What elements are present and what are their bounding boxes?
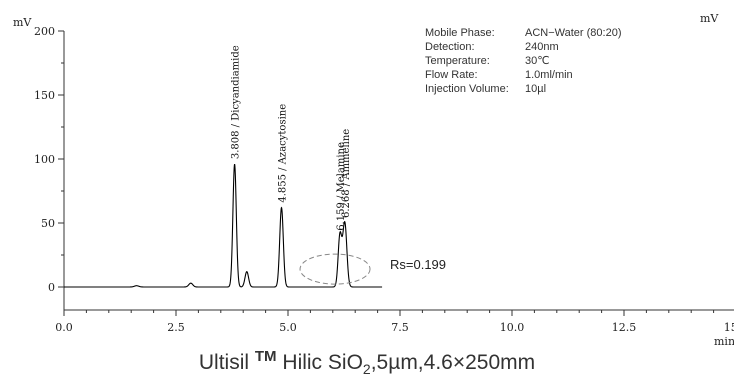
- x-tick-label: 15.0: [724, 321, 734, 334]
- condition-label: Flow Rate:: [425, 69, 478, 81]
- x-tick-label: 12.5: [612, 321, 637, 334]
- resolution-text: Rs=0.199: [390, 257, 446, 272]
- resolution-ellipse: [299, 253, 371, 285]
- annotation-layer: Rs=0.199: [299, 253, 446, 285]
- x-tick-label: 5.0: [279, 321, 297, 334]
- y-tick-label: 200: [34, 25, 55, 38]
- column-caption: Ultisil TM Hilic SiO2,5µm,4.6×250mm: [0, 348, 734, 377]
- peak-label: 4.855 / Azacytosine: [278, 104, 289, 203]
- y-tick-label: 150: [34, 89, 55, 102]
- y-axis-label: mV: [13, 16, 32, 29]
- x-tick-label: 0.0: [55, 321, 73, 334]
- peak-label: 3.808 / Dicyandiamide: [231, 45, 242, 159]
- trace-layer: [64, 163, 383, 288]
- x-tick-label: 2.5: [167, 321, 185, 334]
- x-axis-label: min: [714, 335, 734, 348]
- y-tick-label: 50: [41, 217, 55, 230]
- x-tick-label: 10.0: [500, 321, 525, 334]
- x-tick-label: 7.5: [391, 321, 409, 334]
- peak-labels: 3.808 / Dicyandiamide 4.855 / Azacytosine…: [231, 45, 352, 231]
- condition-value: 1.0ml/min: [525, 69, 573, 81]
- right-axis-label: mV: [700, 12, 719, 25]
- condition-value: 30℃: [525, 55, 550, 67]
- caption-text-1: Hilic SiO: [276, 351, 363, 374]
- condition-value: 10µl: [525, 83, 546, 95]
- chromatogram-trace: [64, 163, 383, 288]
- condition-value: ACN−Water (80:20): [525, 27, 622, 39]
- y-tick-label: 0: [48, 281, 55, 294]
- condition-label: Temperature:: [425, 55, 490, 67]
- condition-label: Detection:: [425, 41, 475, 53]
- axes: 050100150200mVmV0.02.55.07.510.012.515.0…: [13, 12, 734, 348]
- condition-label: Mobile Phase:: [425, 27, 495, 39]
- caption-text-2: ,5µm,4.6×250mm: [370, 351, 536, 374]
- peak-label: 6.268 / Ammeline: [341, 129, 352, 218]
- caption-brand: Ultisil: [198, 351, 250, 374]
- conditions-panel: Mobile Phase: ACN−Water (80:20) Detection:…: [425, 27, 622, 95]
- condition-value: 240nm: [525, 41, 559, 53]
- y-tick-label: 100: [34, 153, 55, 166]
- peak-label: 6.159 / Melamine: [336, 142, 347, 231]
- condition-label: Injection Volume:: [425, 83, 509, 95]
- caption-subscript: 2: [362, 361, 371, 378]
- caption-tm: TM: [254, 348, 277, 365]
